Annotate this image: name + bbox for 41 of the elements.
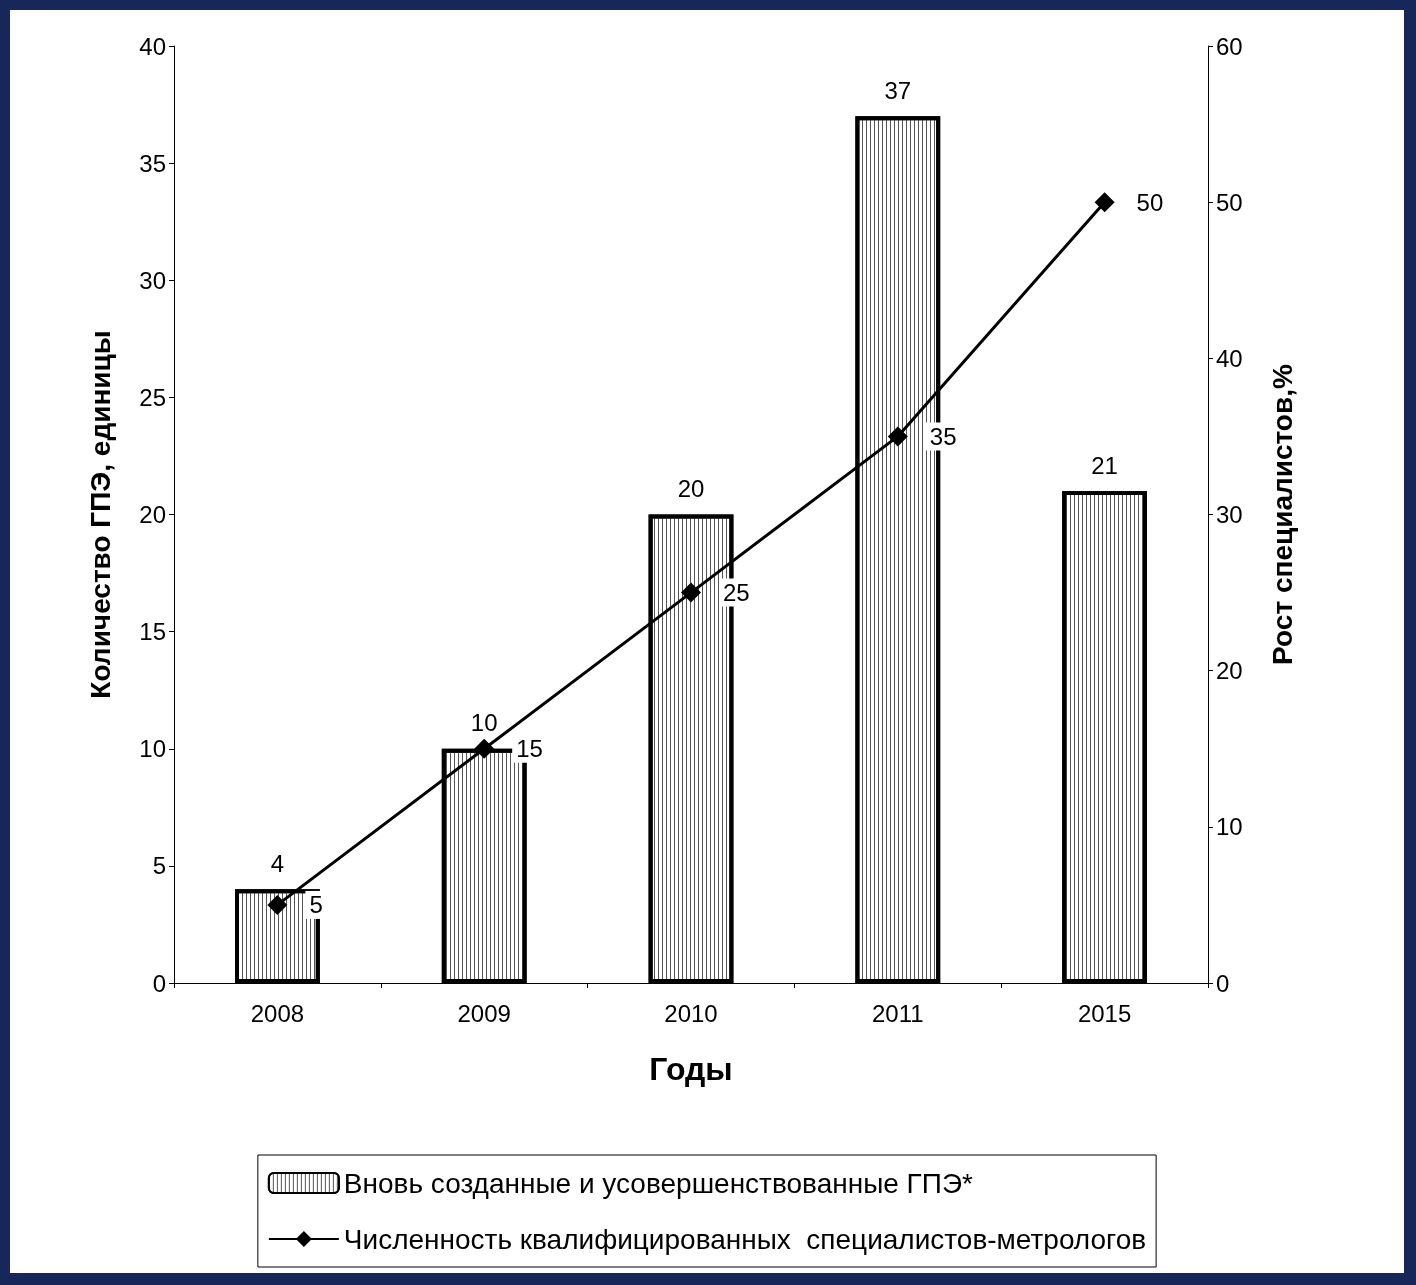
data-label: 20 <box>677 475 705 502</box>
x-tick-label: 2010 <box>664 999 718 1027</box>
data-label: 37 <box>884 76 912 104</box>
data-label: 15 <box>516 735 543 763</box>
y-tick-label: 5 <box>152 852 166 880</box>
y-tick-label: 35 <box>139 149 166 177</box>
legend-label: Вновь созданные и усовершенствованные ГПЭ* <box>343 1167 974 1199</box>
data-label: 50 <box>1136 188 1164 216</box>
x-tick-label: 2015 <box>1077 999 1132 1027</box>
y2-tick-label: 60 <box>1216 32 1243 60</box>
y-tick-label: 30 <box>139 266 166 294</box>
point <box>474 738 495 759</box>
legend-label: Численность квалифицированных специалистов-метрологов <box>343 1223 1147 1255</box>
point <box>267 894 288 915</box>
point <box>681 582 701 603</box>
y2-tick-label: 0 <box>1216 969 1230 997</box>
y-tick-label: 0 <box>152 969 166 997</box>
y2-tick-label: 30 <box>1216 501 1243 528</box>
x-tick-label: 2008 <box>250 999 305 1027</box>
data-label: 4 <box>270 849 285 877</box>
y-tick-label: 20 <box>139 501 166 528</box>
data-label: 25 <box>723 579 750 607</box>
y-tick-label: 15 <box>139 618 166 646</box>
y2-tick-label: 40 <box>1216 344 1243 372</box>
y2-tick-label: 10 <box>1216 813 1243 841</box>
y-tick-label: 25 <box>139 383 166 411</box>
x-tick-label: 2009 <box>457 999 511 1027</box>
x-axis-title: Годы <box>649 1051 733 1087</box>
y2-axis-title: Рост специалистов,% <box>1266 364 1298 665</box>
data-label: 35 <box>929 422 957 450</box>
data-label: 5 <box>309 891 323 919</box>
x-tick-label: 2011 <box>872 999 924 1027</box>
y-tick-label: 40 <box>139 32 166 60</box>
point <box>1094 192 1115 213</box>
y-axis-title: Количество ГПЭ, единицы <box>84 330 116 699</box>
data-label: 21 <box>1091 451 1118 479</box>
y-tick-label: 10 <box>139 735 166 763</box>
y2-tick-label: 50 <box>1216 188 1243 216</box>
point <box>887 426 908 447</box>
y2-tick-label: 20 <box>1216 657 1243 685</box>
data-label: 10 <box>470 709 498 737</box>
